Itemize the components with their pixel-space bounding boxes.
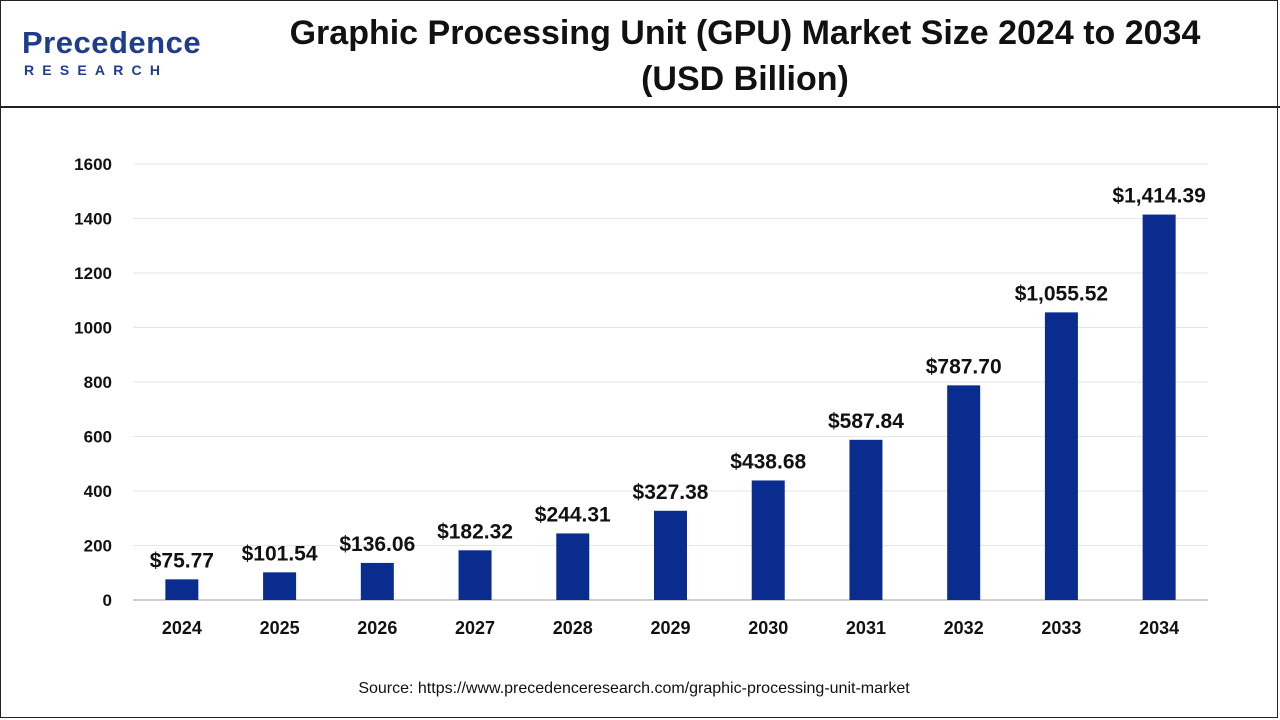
data-label-2031: $587.84	[828, 410, 904, 433]
bar-2026	[360, 562, 394, 600]
data-label-2028: $244.31	[535, 503, 611, 526]
data-label-2033: $1,055.52	[1015, 282, 1108, 305]
data-label-2025: $101.54	[242, 542, 318, 565]
logo: Precedence RESEARCH	[22, 26, 222, 86]
logo-sub-text: RESEARCH	[24, 62, 169, 78]
data-label-2030: $438.68	[730, 450, 806, 473]
y-tick-label: 1600	[74, 155, 112, 174]
chart-area: 0 200 400 600 800 1000 1200 1400 1600 $75.77 2024 $…	[0, 108, 1280, 688]
bar-2029	[654, 510, 687, 600]
header: Precedence RESEARCH Graphic Processing U…	[0, 0, 1280, 108]
x-tick-label-2033: 2033	[1041, 618, 1081, 638]
y-tick-label: 200	[84, 537, 112, 556]
y-tick-label: 600	[84, 428, 112, 447]
x-tick-label-2026: 2026	[357, 618, 397, 638]
y-tick-label: 1400	[74, 210, 112, 229]
y-tick-label: 400	[84, 482, 112, 501]
data-label-2027: $182.32	[437, 520, 513, 543]
y-tick-label: 1000	[74, 319, 112, 338]
bar-2028	[556, 533, 590, 600]
bar-2033	[1044, 312, 1078, 600]
x-tick-label-2025: 2025	[260, 618, 300, 638]
bar-2027	[458, 550, 492, 600]
x-tick-label-2031: 2031	[846, 618, 886, 638]
bar-2034	[1142, 214, 1176, 600]
data-label-2032: $787.70	[926, 355, 1002, 378]
y-tick-label: 1200	[74, 264, 112, 283]
y-tick-label: 0	[103, 591, 112, 610]
bar-2032	[947, 385, 981, 600]
chart-title-line2: (USD Billion)	[641, 60, 849, 98]
bar-2030	[751, 480, 785, 600]
bar-2024	[165, 579, 199, 600]
logo-main-text: Precedence	[22, 25, 202, 60]
data-label-2026: $136.06	[339, 533, 415, 556]
bar-2031	[849, 439, 883, 600]
x-tick-label-2024: 2024	[162, 618, 202, 638]
x-tick-label-2027: 2027	[455, 618, 495, 638]
x-tick-label-2029: 2029	[650, 618, 690, 638]
x-tick-label-2034: 2034	[1139, 618, 1179, 638]
bar-chart: 0 200 400 600 800 1000 1200 1400 1600 $75.77 2024 $…	[74, 155, 1208, 638]
data-label-2029: $327.38	[633, 481, 709, 504]
x-tick-label-2032: 2032	[944, 618, 984, 638]
x-tick-label-2028: 2028	[553, 618, 593, 638]
data-label-2024: $75.77	[150, 549, 214, 572]
source-note: Source: https://www.precedenceresearch.c…	[358, 680, 910, 697]
x-tick-label-2030: 2030	[748, 618, 788, 638]
bar-2025	[263, 572, 297, 600]
y-tick-label: 800	[84, 373, 112, 392]
chart-title-line1: Graphic Processing Unit (GPU) Market Siz…	[289, 14, 1201, 52]
chart-title: Graphic Processing Unit (GPU) Market Siz…	[230, 10, 1260, 102]
data-label-2034: $1,414.39	[1112, 185, 1205, 208]
